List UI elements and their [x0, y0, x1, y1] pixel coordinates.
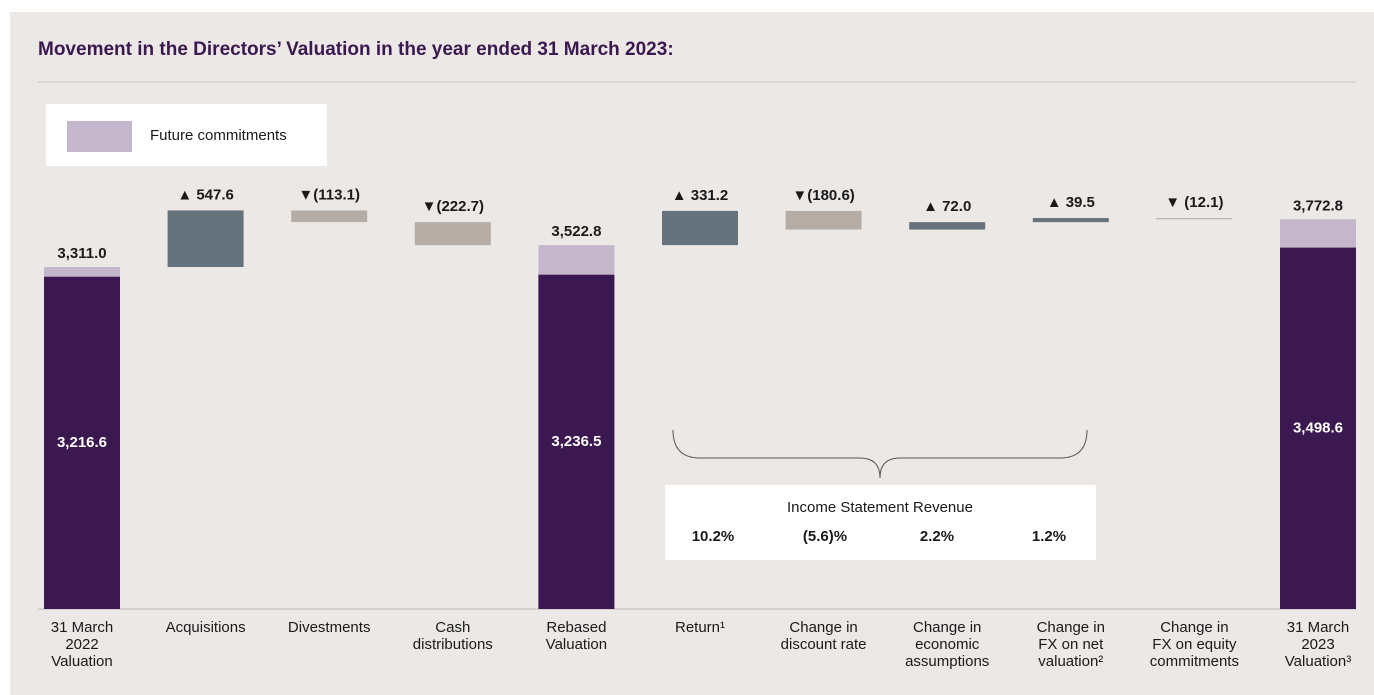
movement-label: ▼(113.1) — [298, 186, 360, 203]
x-tick-label: FX on net — [1038, 636, 1104, 653]
valuation-bar — [1280, 247, 1356, 609]
movement-bar — [414, 222, 491, 246]
legend-label: Future commitments — [150, 127, 287, 144]
x-tick-label: Acquisitions — [166, 619, 246, 636]
x-tick-label: commitments — [1150, 653, 1239, 670]
movement-label: ▲ 39.5 — [1047, 194, 1095, 211]
total-label: 3,522.8 — [551, 223, 601, 240]
x-tick-label: valuation² — [1038, 653, 1103, 670]
annotation-value: (5.6)% — [803, 528, 847, 545]
total-label: 3,311.0 — [57, 245, 106, 262]
brace — [672, 429, 1088, 479]
movement-bar — [291, 210, 368, 223]
x-tick-label: Return¹ — [675, 619, 725, 636]
movement-label: ▲ 72.0 — [923, 198, 971, 215]
x-tick-label: 31 March — [51, 619, 114, 636]
annotation-value: 10.2% — [692, 528, 735, 545]
movement-label: ▼ (12.1) — [1165, 194, 1223, 211]
x-tick-label: distributions — [413, 636, 493, 653]
valuation-label: 3,236.5 — [551, 433, 601, 450]
movement-label: ▲ 331.2 — [672, 187, 729, 204]
valuation-label: 3,216.6 — [57, 434, 107, 451]
movement-bar — [909, 222, 986, 230]
chart-title: Movement in the Directors’ Valuation in … — [38, 39, 674, 60]
x-tick-label: Change in — [1037, 619, 1105, 636]
x-tick-label: Rebased — [546, 619, 606, 636]
movement-bar — [662, 210, 738, 246]
legend-swatch — [67, 121, 132, 152]
valuation-label: 3,498.6 — [1293, 419, 1343, 436]
x-tick-label: Change in — [913, 619, 981, 636]
valuation-bar — [538, 274, 615, 609]
movement-bar — [785, 210, 862, 230]
x-tick-label: Change in — [1160, 619, 1228, 636]
movement-label: ▲ 547.6 — [177, 186, 234, 203]
valuation-bar — [44, 276, 120, 609]
annotation-value: 2.2% — [920, 528, 954, 545]
x-tick-label: FX on equity — [1152, 636, 1237, 653]
movement-label: ▼(222.7) — [422, 198, 484, 215]
x-tick-label: Change in — [789, 619, 857, 636]
x-tick-label: 31 March — [1287, 619, 1350, 636]
total-label: 3,772.8 — [1293, 197, 1343, 214]
x-tick-label: Valuation³ — [1285, 653, 1351, 670]
x-tick-label: assumptions — [905, 653, 989, 670]
annotation-title: Income Statement Revenue — [787, 499, 973, 516]
x-tick-label: economic — [915, 636, 980, 653]
x-tick-label: Cash — [435, 619, 470, 636]
movement-bar — [1032, 218, 1109, 223]
x-tick-label: Valuation — [51, 653, 112, 670]
movement-bar — [167, 210, 244, 267]
x-tick-label: discount rate — [781, 636, 867, 653]
movement-bar — [1156, 218, 1233, 220]
x-tick-label: Divestments — [288, 619, 371, 636]
annotation-box — [665, 485, 1096, 560]
movement-label: ▼(180.6) — [792, 187, 854, 204]
x-tick-label: 2022 — [65, 636, 98, 653]
x-tick-label: 2023 — [1301, 636, 1334, 653]
x-tick-label: Valuation — [546, 636, 607, 653]
annotation-value: 1.2% — [1032, 528, 1066, 545]
